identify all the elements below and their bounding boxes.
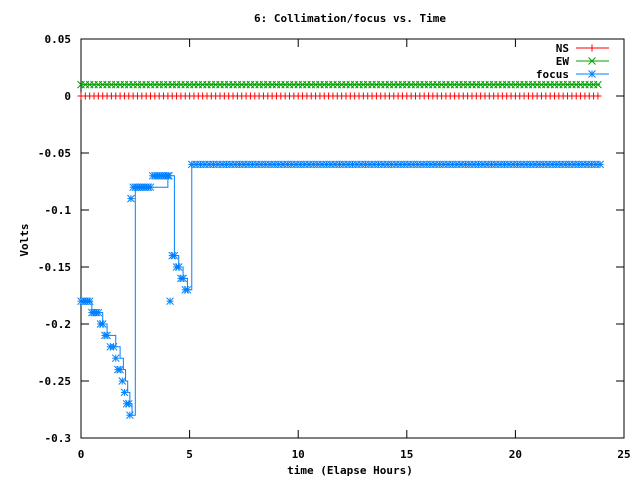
x-tick-label: 20 xyxy=(509,448,522,461)
data-point xyxy=(179,274,187,283)
data-point xyxy=(183,285,192,294)
data-point xyxy=(118,377,127,385)
data-point xyxy=(109,342,118,351)
data-point xyxy=(85,297,94,306)
data-point xyxy=(166,297,174,306)
data-point xyxy=(594,92,602,100)
y-tick-label: -0.25 xyxy=(38,375,71,388)
x-tick-label: 5 xyxy=(186,448,193,461)
data-point xyxy=(124,399,133,408)
y-tick-label: -0.3 xyxy=(45,432,72,445)
data-point xyxy=(94,308,103,317)
y-tick-label: 0.05 xyxy=(45,33,72,46)
x-tick-label: 15 xyxy=(400,448,413,461)
data-point xyxy=(103,331,111,340)
series-focus xyxy=(77,160,604,420)
data-point xyxy=(146,183,155,192)
legend-marker-ns xyxy=(588,44,596,52)
series-layer xyxy=(77,80,604,420)
x-tick-label: 0 xyxy=(78,448,85,461)
chart-title: 6: Collimation/focus vs. Time xyxy=(254,12,446,25)
data-point xyxy=(98,320,107,328)
x-axis-label: time (Elapse Hours) xyxy=(287,464,413,477)
series-ew xyxy=(77,80,602,89)
axes: 0.05 0 -0.05 -0.1 -0.15 -0.2 -0.25 -0.3 0 5 10 15 20… xyxy=(38,33,631,461)
series-ns xyxy=(77,92,602,100)
data-point xyxy=(126,411,134,420)
x-tick-label: 25 xyxy=(617,448,630,461)
y-tick-label: -0.15 xyxy=(38,261,71,274)
y-tick-label: -0.2 xyxy=(45,318,72,331)
y-tick-label: -0.1 xyxy=(45,204,72,217)
series-line-focus xyxy=(81,163,601,416)
data-point xyxy=(174,263,183,271)
legend-marker-focus xyxy=(588,70,596,78)
data-point xyxy=(111,354,120,363)
plot-frame xyxy=(80,38,625,439)
y-tick-label: -0.05 xyxy=(38,147,71,160)
data-point xyxy=(127,194,135,203)
y-tick-label: 0 xyxy=(64,90,71,103)
legend-marker-ew xyxy=(588,57,596,65)
data-point xyxy=(596,160,604,169)
legend-label-focus: focus xyxy=(536,68,569,81)
data-point xyxy=(594,80,602,89)
data-point xyxy=(120,388,129,397)
data-point xyxy=(165,171,173,180)
legend-label-ns: NS xyxy=(556,42,569,55)
legend-label-ew: EW xyxy=(556,55,570,68)
data-point xyxy=(116,365,124,374)
data-point xyxy=(170,251,179,260)
y-axis-label: Volts xyxy=(18,223,31,256)
x-tick-label: 10 xyxy=(292,448,305,461)
